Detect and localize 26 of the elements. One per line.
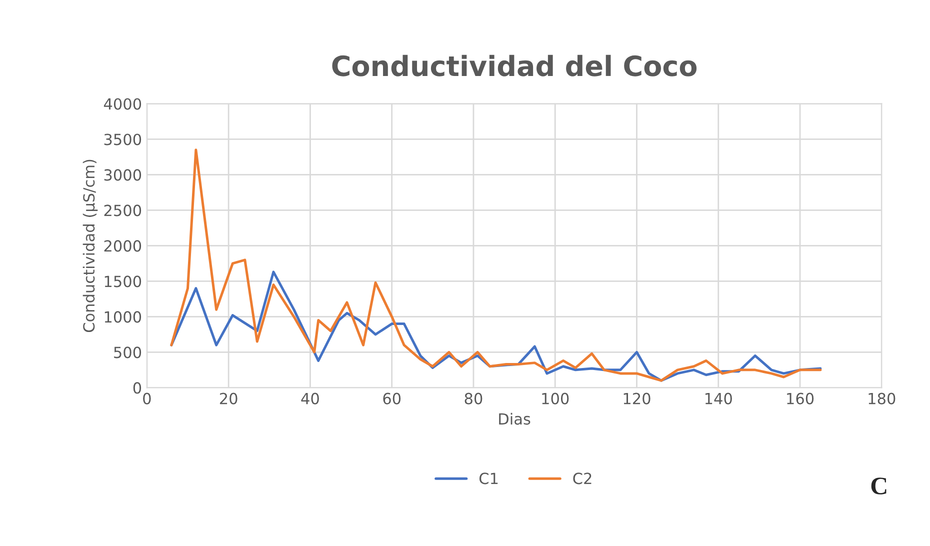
- y-tick-label: 3000: [104, 169, 142, 181]
- y-tick-label: 2000: [104, 240, 142, 252]
- x-tick-label: 60: [383, 392, 401, 404]
- y-tick-label: 2500: [104, 204, 142, 216]
- x-axis-title: Dias: [499, 412, 530, 425]
- x-tick-label: 0: [143, 392, 151, 404]
- y-tick-label: 1000: [104, 311, 142, 323]
- x-tick-label: 20: [220, 392, 238, 404]
- chart-title: Conductividad del Coco: [332, 54, 697, 76]
- x-tick-label: 100: [542, 392, 569, 404]
- x-tick-label: 180: [868, 392, 896, 404]
- x-tick-label: 40: [301, 392, 319, 404]
- x-tick-label: 80: [464, 392, 482, 404]
- y-tick-label: 0: [133, 382, 142, 394]
- x-tick-label: 120: [624, 392, 650, 404]
- y-tick-label: 1500: [104, 276, 142, 288]
- y-tick-label: 500: [114, 346, 142, 358]
- x-tick-label: 160: [787, 392, 814, 404]
- x-tick-label: 140: [705, 392, 732, 404]
- y-tick-label: 3500: [104, 134, 142, 146]
- line-series: [170, 148, 822, 382]
- y-tick-label: 4000: [104, 98, 142, 110]
- legend-label: C2: [573, 472, 592, 484]
- text: C: [871, 478, 886, 494]
- legend-label: C1: [479, 472, 498, 484]
- y-axis-title: Conductividad (µS/cm): [82, 160, 98, 332]
